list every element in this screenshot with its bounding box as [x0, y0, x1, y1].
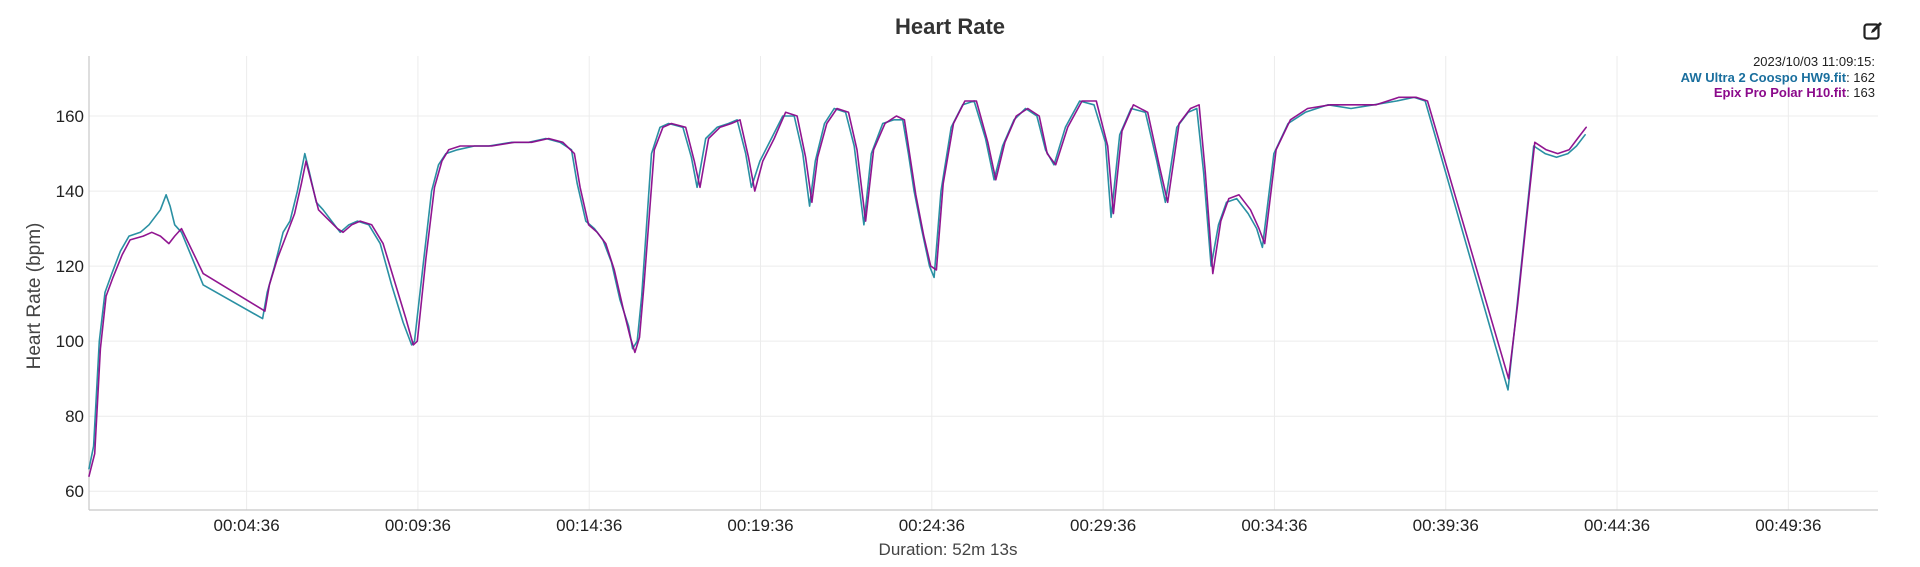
legend-series-name: AW Ultra 2 Coospo HW9.fit [1681, 70, 1847, 85]
y-axis-title: Heart Rate (bpm) [24, 223, 45, 370]
x-axis-title: Duration: 52m 13s [879, 540, 1018, 559]
x-tick-label: 00:44:36 [1584, 516, 1650, 535]
legend-item-epix-pro: Epix Pro Polar H10.fit: 163 [1714, 85, 1875, 100]
edit-icon [1863, 22, 1882, 40]
y-tick-label: 160 [56, 107, 84, 126]
y-tick-label: 140 [56, 182, 84, 201]
x-tick-label: 00:39:36 [1413, 516, 1479, 535]
x-tick-label: 00:34:36 [1241, 516, 1307, 535]
x-tick-label: 00:49:36 [1755, 516, 1821, 535]
legend-item-aw-ultra: AW Ultra 2 Coospo HW9.fit: 162 [1681, 70, 1875, 85]
x-tick-label: 00:19:36 [727, 516, 793, 535]
legend-series-name: Epix Pro Polar H10.fit [1714, 85, 1847, 100]
y-tick-labels: 60 80 100 120 140 160 [56, 107, 84, 501]
series-lines [88, 96, 1587, 478]
x-tick-label: 00:04:36 [214, 516, 280, 535]
y-tick-label: 60 [65, 482, 84, 501]
legend-series-value: 162 [1853, 70, 1875, 85]
y-tick-label: 120 [56, 257, 84, 276]
series-line-aw-ultra-coospo [88, 96, 1586, 470]
x-tick-labels: 00:04:36 00:09:36 00:14:36 00:19:36 00:24:36… [214, 516, 1822, 535]
x-tick-label: 00:24:36 [899, 516, 965, 535]
x-tick-label: 00:29:36 [1070, 516, 1136, 535]
series-line-epix-pro-polar [88, 96, 1587, 478]
edit-chart-button[interactable] [1862, 20, 1884, 42]
x-tick-label: 00:09:36 [385, 516, 451, 535]
y-tick-label: 100 [56, 332, 84, 351]
legend-tooltip: 2023/10/03 11:09:15: AW Ultra 2 Coospo H… [1681, 54, 1875, 100]
legend-timestamp: 2023/10/03 11:09:15: [1753, 54, 1875, 69]
chart-title: Heart Rate [894, 14, 1006, 39]
y-tick-label: 80 [65, 407, 84, 426]
x-tick-label: 00:14:36 [556, 516, 622, 535]
legend-series-value: 163 [1853, 85, 1875, 100]
